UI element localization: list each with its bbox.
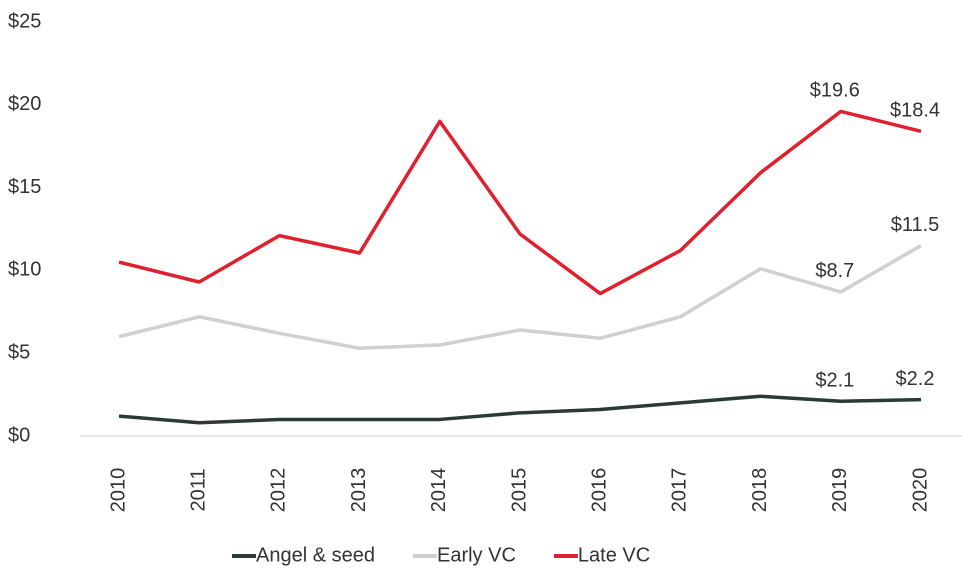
value-label: $11.5 xyxy=(891,214,940,236)
value-label: $19.6 xyxy=(810,80,860,102)
y-tick-label: $5 xyxy=(8,341,30,363)
x-tick-label: 2015 xyxy=(508,468,530,513)
x-tick-label: 2020 xyxy=(909,468,931,513)
series-line xyxy=(118,394,922,425)
x-tick-label: 2019 xyxy=(829,468,851,513)
x-tick-label: 2012 xyxy=(268,468,290,513)
value-label: $2.1 xyxy=(815,370,854,392)
x-tick-label: 2016 xyxy=(588,468,610,513)
legend-label: Early VC xyxy=(437,544,516,566)
y-tick-label: $20 xyxy=(8,93,41,115)
value-label: $2.2 xyxy=(896,368,935,390)
y-tick-label: $25 xyxy=(8,10,41,32)
y-tick-label: $15 xyxy=(8,176,41,198)
y-tick-label: $10 xyxy=(8,259,41,281)
series-line xyxy=(118,244,922,350)
legend-label: Angel & seed xyxy=(256,544,375,566)
value-label: $8.7 xyxy=(815,260,854,282)
x-tick-label: 2018 xyxy=(749,468,771,513)
value-label: $18.4 xyxy=(890,100,940,122)
x-tick-label: 2011 xyxy=(187,468,209,511)
x-tick-label: 2017 xyxy=(669,468,691,513)
x-tick-label: 2013 xyxy=(348,468,370,513)
y-tick-label: $0 xyxy=(8,424,30,446)
x-tick-label: 2014 xyxy=(428,468,450,513)
x-tick-label: 2010 xyxy=(107,468,129,513)
legend-label: Late VC xyxy=(578,544,650,566)
series-line xyxy=(118,109,922,296)
